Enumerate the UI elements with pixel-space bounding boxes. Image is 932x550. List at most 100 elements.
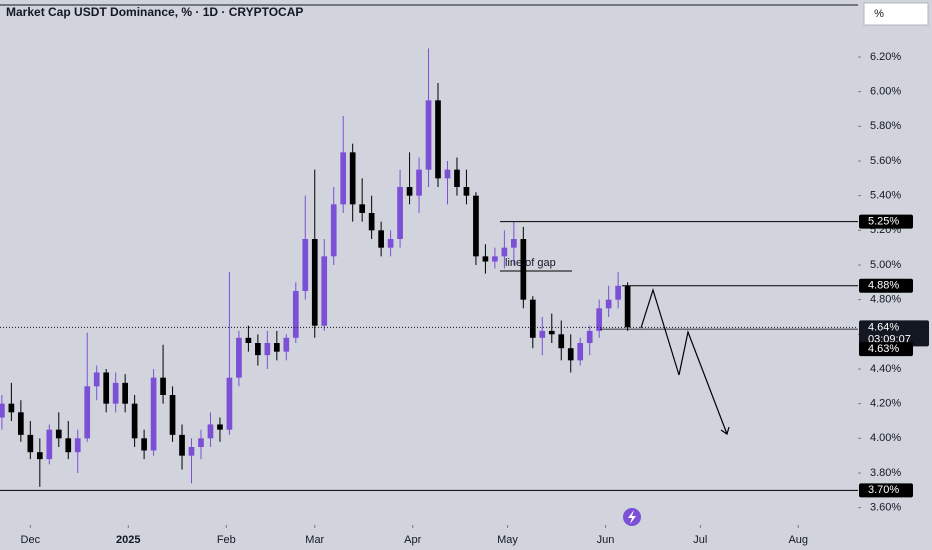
y-tick-label: 6.00% xyxy=(870,86,901,98)
candle-body xyxy=(567,348,574,361)
x-tick-label: 2025 xyxy=(116,534,140,546)
candle-body xyxy=(473,195,479,257)
candle-body xyxy=(520,239,527,300)
candle-body xyxy=(273,343,280,352)
candle-body xyxy=(179,434,185,456)
candle-body xyxy=(74,438,81,453)
candle-body xyxy=(558,334,565,349)
candle-body xyxy=(27,434,34,453)
candle-body xyxy=(18,412,24,435)
logo-bolt xyxy=(628,510,636,524)
candle-body xyxy=(397,187,403,239)
candle-body xyxy=(596,308,603,331)
y-tick-label: 5.60% xyxy=(870,155,901,167)
candle-body xyxy=(311,239,318,326)
x-tick-label: Feb xyxy=(217,534,236,546)
candle-body xyxy=(435,100,441,179)
projection-arrow xyxy=(640,287,728,435)
y-tick-label: 5.00% xyxy=(870,259,901,271)
candle-body xyxy=(501,247,508,257)
candle-body xyxy=(454,169,460,187)
previous-close-label: 4.63% xyxy=(868,343,899,355)
candle-body xyxy=(150,377,157,451)
candle-body xyxy=(586,330,593,343)
candle-body xyxy=(255,343,261,356)
candle-body xyxy=(93,372,100,387)
price-badge-label: 5.25% xyxy=(868,216,899,228)
y-tick-label: 6.20% xyxy=(870,51,901,63)
y-tick-label: 3.80% xyxy=(870,467,901,479)
candle-body xyxy=(226,377,233,430)
candle-body xyxy=(283,337,290,352)
candle-body xyxy=(349,152,356,205)
candle-body xyxy=(8,403,15,413)
candle-body xyxy=(169,395,176,435)
candle-body xyxy=(103,372,110,404)
price-badge-label: 4.88% xyxy=(868,280,899,292)
x-tick-label: Aug xyxy=(788,534,808,546)
candle-body xyxy=(359,204,366,213)
candle-body xyxy=(46,429,53,460)
candle-body xyxy=(207,424,214,439)
x-tick-label: Apr xyxy=(404,534,421,546)
x-tick-label: Dec xyxy=(21,534,41,546)
candle-body xyxy=(330,204,337,257)
candle-body xyxy=(321,256,328,326)
previous-close-badge xyxy=(859,342,913,357)
candle-body xyxy=(188,447,195,456)
candle-body xyxy=(340,152,347,205)
x-tick-label: Mar xyxy=(305,534,324,546)
candle-body xyxy=(131,403,138,439)
candle-body xyxy=(615,285,621,300)
scale-button-label[interactable]: % xyxy=(874,8,884,20)
y-tick-label: 4.00% xyxy=(870,432,901,444)
candle-body xyxy=(292,291,299,338)
candle-body xyxy=(548,330,555,335)
candle-body xyxy=(605,299,612,309)
candle-body xyxy=(84,386,91,439)
price-badge xyxy=(859,214,913,229)
chart-title: Market Cap USDT Dominance, % · 1D · CRYP… xyxy=(6,5,303,19)
candle-body xyxy=(55,429,62,439)
price-badge-label: 3.70% xyxy=(868,484,899,496)
current-price-label: 4.64% xyxy=(868,321,899,333)
y-tick-label: 5.40% xyxy=(870,190,901,202)
y-tick-label: 4.40% xyxy=(870,363,901,375)
scale-button[interactable] xyxy=(863,2,929,26)
candle-body xyxy=(492,256,498,262)
plot: 3.60%3.80%4.00%4.20%4.40%4.60%4.80%5.00%… xyxy=(0,48,929,546)
candle-body xyxy=(122,382,128,404)
price-badge xyxy=(859,278,913,293)
candle-body xyxy=(368,213,375,231)
candle-body xyxy=(463,187,470,196)
candle-body xyxy=(36,452,43,460)
x-tick-label: Jul xyxy=(693,534,707,546)
candle-body xyxy=(236,337,242,378)
y-tick-label: 5.80% xyxy=(870,120,901,132)
current-price-badge xyxy=(859,320,929,347)
candle-body xyxy=(387,239,394,248)
candle-body xyxy=(511,239,517,248)
y-tick-label: 3.60% xyxy=(870,502,901,514)
candle-body xyxy=(217,424,223,430)
candle-body xyxy=(160,377,166,395)
candle-body xyxy=(529,299,536,338)
candle-body xyxy=(198,438,204,447)
arrow-head xyxy=(720,426,730,435)
y-tick-label: 4.80% xyxy=(870,294,901,306)
candle-body xyxy=(141,438,147,451)
x-tick-label: May xyxy=(497,534,518,546)
candle-body xyxy=(264,343,271,356)
candle-body xyxy=(624,285,631,328)
candle-body xyxy=(245,337,252,343)
gap-annotation: line of gap xyxy=(505,257,556,269)
candle-body xyxy=(406,187,413,196)
price-badge xyxy=(859,483,913,498)
candle-body xyxy=(112,382,119,404)
candle-body xyxy=(0,403,5,418)
candle-body xyxy=(416,169,422,196)
candle-body xyxy=(577,343,584,361)
